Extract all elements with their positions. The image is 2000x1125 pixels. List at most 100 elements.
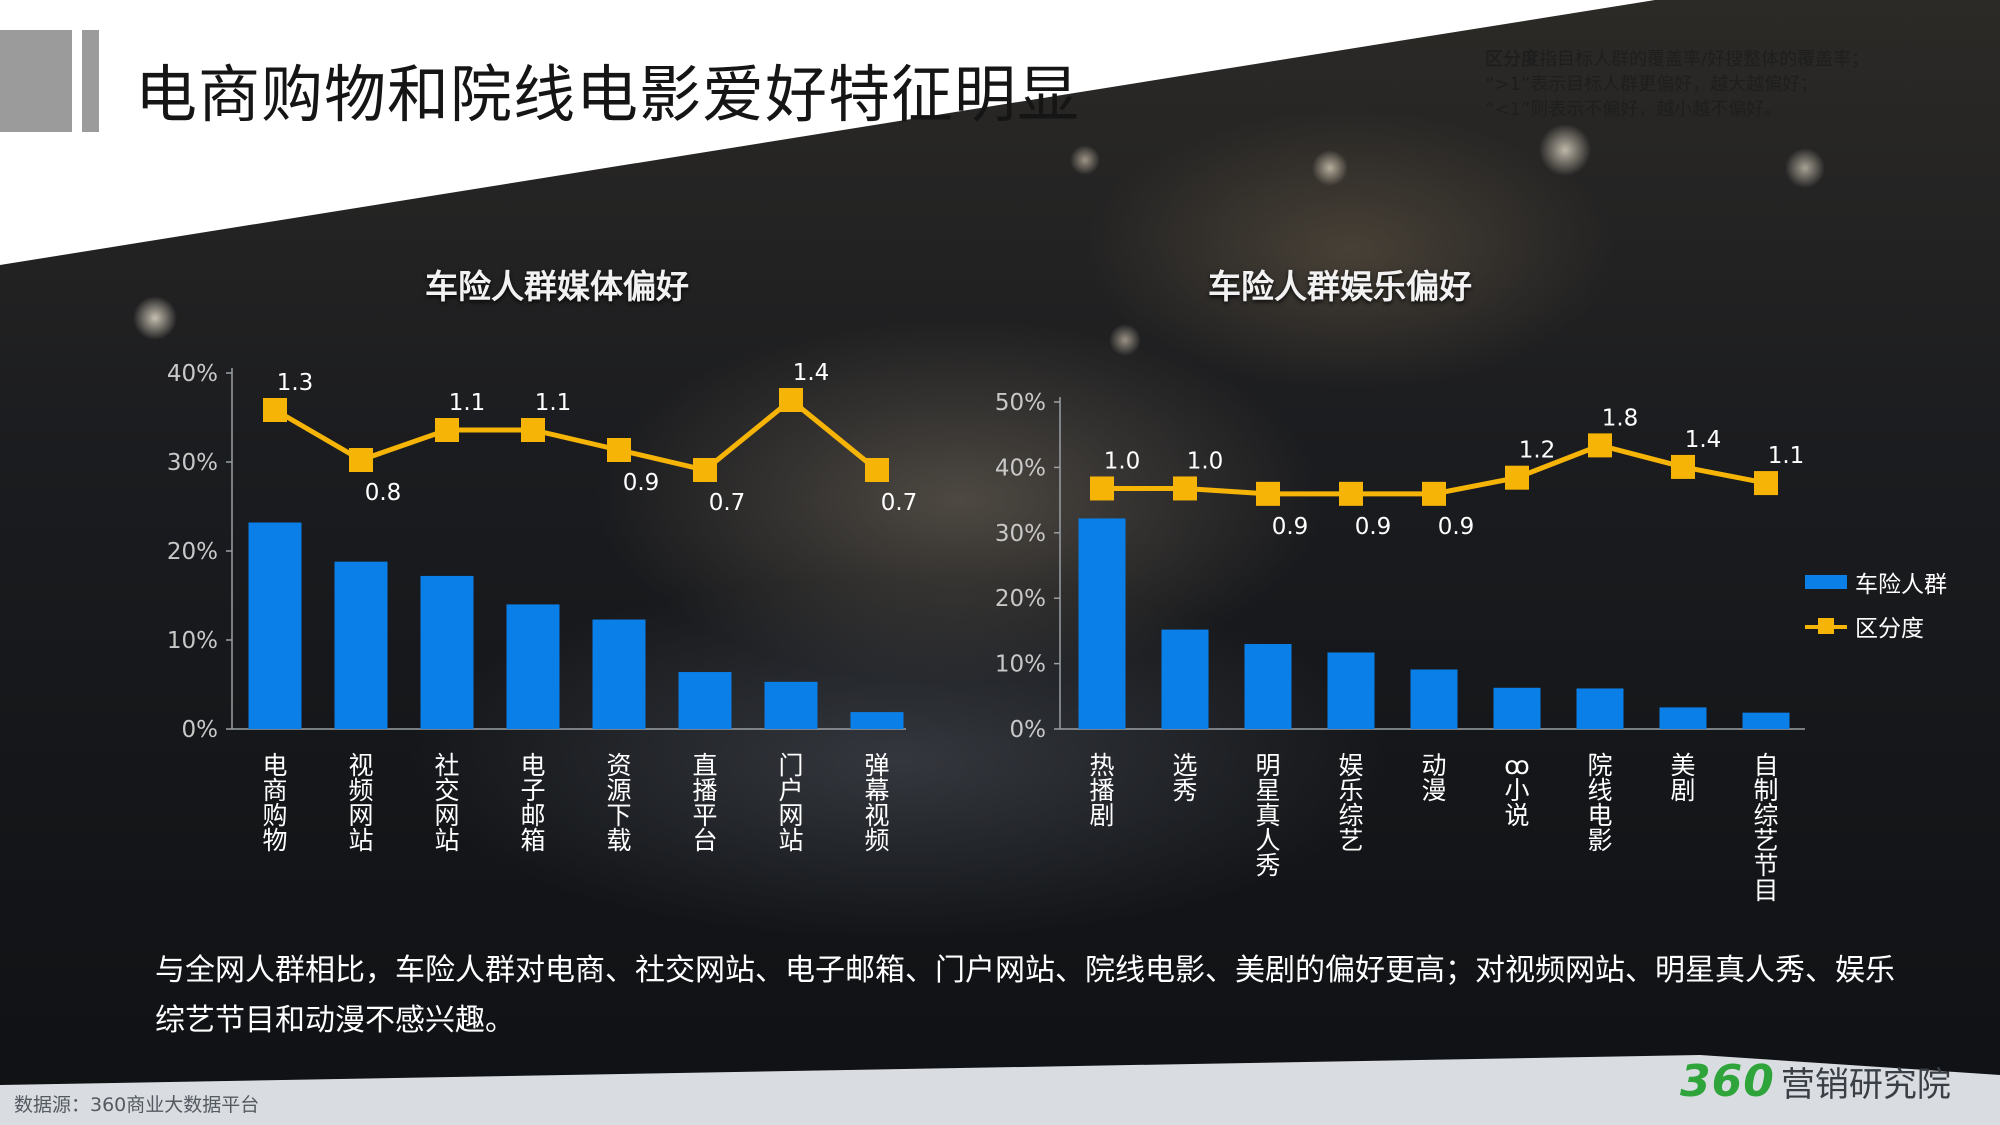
entertainment-line-label: 1.4	[1685, 427, 1722, 453]
data-source: 数据源：360商业大数据平台	[14, 1094, 260, 1116]
legend-bar-label: 车险人群	[1855, 572, 1947, 598]
entertainment-chart-title: 车险人群娱乐偏好	[1208, 267, 1472, 306]
media-line-label: 1.3	[277, 370, 314, 396]
media-line-marker	[435, 418, 459, 442]
entertainment-line-label: 0.9	[1272, 514, 1309, 540]
entertainment-line-marker	[1422, 481, 1446, 506]
note-line-2: “>1”表示目标人群更偏好，越大越偏好；	[1485, 74, 1819, 95]
media-line-marker	[263, 398, 287, 422]
note-line-1: 区分度指目标人群的覆盖率/好搜整体的覆盖率；	[1485, 47, 1869, 72]
entertainment-y-tick-label: 40%	[995, 455, 1046, 481]
media-bar	[850, 712, 904, 729]
media-line-label: 0.7	[709, 490, 746, 516]
entertainment-category-label: 热播剧	[1089, 751, 1114, 830]
legend-line-swatch	[1805, 618, 1847, 634]
media-bar	[592, 619, 646, 729]
entertainment-line-label: 0.9	[1355, 514, 1392, 540]
entertainment-bar	[1244, 643, 1292, 729]
media-bar	[334, 561, 388, 729]
entertainment-line-marker	[1339, 481, 1363, 506]
entertainment-category-label: 院线电影	[1587, 751, 1612, 855]
media-line-marker	[693, 458, 717, 482]
entertainment-line-marker	[1671, 454, 1695, 479]
legend-bar-swatch	[1805, 575, 1847, 589]
brand-text: 营销研究院	[1780, 1065, 1951, 1105]
entertainment-bar	[1576, 688, 1624, 729]
entertainment-bar	[1742, 712, 1790, 729]
media-line-label: 1.1	[535, 390, 572, 416]
media-bar	[764, 681, 818, 729]
media-bar	[678, 672, 732, 729]
entertainment-line-marker	[1090, 476, 1114, 501]
entertainment-line-marker	[1588, 433, 1612, 458]
title-decoration-block	[0, 30, 72, 132]
entertainment-line-marker	[1256, 481, 1280, 506]
media-y-tick-label: 40%	[167, 361, 218, 387]
entertainment-category-label: 选秀	[1172, 751, 1197, 805]
summary-text: 与全网人群相比，车险人群对电商、社交网站、电子邮箱、门户网站、院线电影、美剧的偏…	[155, 953, 1895, 1038]
media-category-label: 直播平台	[692, 751, 717, 855]
media-y-tick-label: 0%	[182, 717, 219, 743]
entertainment-line-marker	[1173, 476, 1197, 501]
media-line-label: 0.7	[881, 490, 918, 516]
entertainment-category-label: 娱乐综艺	[1338, 751, 1363, 855]
media-category-label: 弹幕视频	[864, 751, 889, 855]
title-decoration-bar	[82, 30, 99, 132]
media-bar	[506, 604, 560, 729]
media-bar	[248, 522, 302, 729]
media-category-label: 电商购物	[262, 751, 287, 855]
entertainment-y-tick-label: 30%	[995, 521, 1046, 547]
entertainment-bar	[1327, 652, 1375, 729]
entertainment-category-label: 自制综艺节目	[1753, 751, 1778, 905]
entertainment-y-tick-label: 50%	[995, 390, 1046, 416]
entertainment-line-label: 1.0	[1187, 448, 1224, 474]
media-category-label: 电子邮箱	[520, 751, 545, 855]
entertainment-line-marker	[1754, 471, 1778, 496]
entertainment-bar	[1410, 669, 1458, 729]
media-category-label: 社交网站	[434, 751, 459, 855]
brand-number: 360	[1680, 1056, 1775, 1107]
media-line-label: 1.4	[793, 360, 830, 386]
entertainment-line-marker	[1505, 465, 1529, 490]
page-title: 电商购物和院线电影爱好特征明显	[135, 58, 1081, 131]
entertainment-bar	[1161, 629, 1209, 729]
entertainment-bar	[1659, 707, 1707, 729]
media-line-marker	[349, 448, 373, 472]
entertainment-line-label: 1.2	[1519, 438, 1556, 464]
legend-item-line: 区分度	[1805, 604, 1947, 648]
note-line-1-text: 指目标人群的覆盖率/好搜整体的覆盖率；	[1539, 49, 1870, 70]
media-bar	[420, 575, 474, 729]
definition-note: 区分度指目标人群的覆盖率/好搜整体的覆盖率； “>1”表示目标人群更偏好，越大越…	[1485, 47, 1869, 122]
entertainment-line-label: 1.8	[1602, 405, 1639, 431]
legend: 车险人群 区分度	[1805, 560, 1947, 648]
entertainment-bar	[1493, 687, 1541, 729]
legend-line-label: 区分度	[1855, 616, 1924, 642]
entertainment-category-label: 动漫	[1421, 751, 1446, 805]
entertainment-bar	[1078, 518, 1126, 729]
media-line-marker	[779, 388, 803, 412]
note-line-3: “<1”则表示不偏好，越小越不偏好。	[1485, 99, 1783, 120]
brand-logo: 360 营销研究院	[1680, 1056, 1951, 1107]
note-term: 区分度	[1485, 49, 1539, 70]
media-line-label: 0.8	[365, 480, 402, 506]
media-line-marker	[607, 438, 631, 462]
legend-item-bar: 车险人群	[1805, 560, 1947, 604]
entertainment-category-label: 美剧	[1670, 751, 1695, 805]
media-category-label: 资源下载	[606, 751, 631, 855]
entertainment-category-label: ꝏ 小说	[1504, 751, 1529, 830]
media-line-series	[273, 396, 879, 473]
entertainment-y-tick-label: 10%	[995, 652, 1046, 678]
entertainment-y-tick-label: 0%	[1010, 717, 1047, 743]
media-y-tick-label: 30%	[167, 450, 218, 476]
entertainment-line-label: 0.9	[1438, 514, 1475, 540]
media-line-label: 0.9	[623, 470, 660, 496]
media-category-label: 视频网站	[348, 751, 373, 855]
entertainment-y-tick-label: 20%	[995, 586, 1046, 612]
media-y-tick-label: 10%	[167, 628, 218, 654]
media-chart-title: 车险人群媒体偏好	[425, 267, 689, 306]
entertainment-line-label: 1.0	[1104, 448, 1141, 474]
entertainment-line-label: 1.1	[1768, 443, 1805, 469]
media-line-label: 1.1	[449, 390, 486, 416]
media-y-tick-label: 20%	[167, 539, 218, 565]
